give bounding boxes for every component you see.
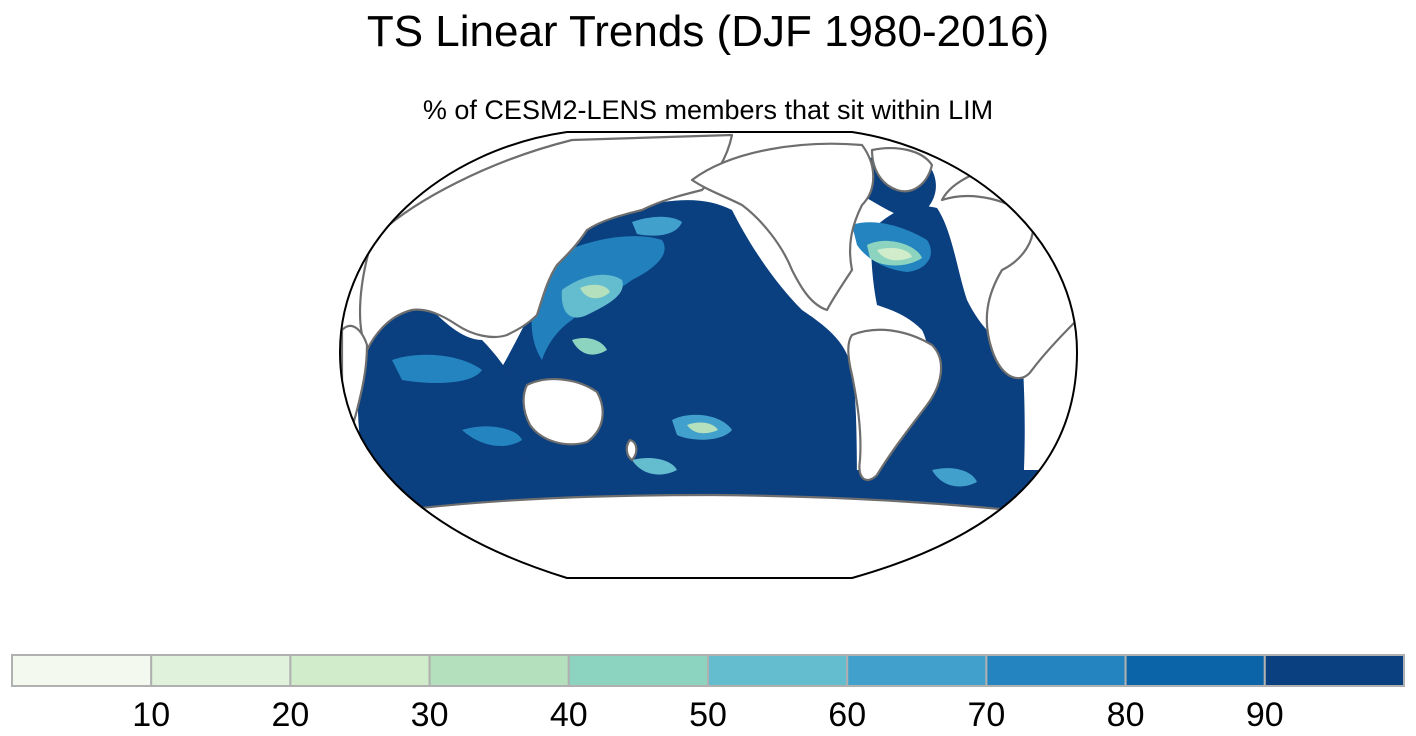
colorbar-swatch-9 (1124, 654, 1266, 687)
colorbar-swatch-6 (707, 654, 849, 687)
colorbar: 10 20 30 40 50 60 70 80 90 (11, 654, 1406, 734)
map-subtitle: % of CESM2-LENS members that sit within … (422, 95, 994, 125)
colorbar-tick-label: 40 (550, 696, 588, 734)
map-frame (338, 131, 1079, 579)
colorbar-swatch-5 (567, 654, 709, 687)
colorbar-tick-label: 80 (1107, 696, 1145, 734)
coastlines (340, 133, 1077, 578)
robinson-map (338, 131, 1079, 579)
colorbar-swatch-1 (11, 654, 153, 687)
colorbar-tick-label: 30 (411, 696, 449, 734)
map-title: TS Linear Trends (DJF 1980-2016) (366, 7, 1050, 56)
colorbar-swatch-2 (150, 654, 292, 687)
colorbar-tick-label: 90 (1246, 696, 1284, 734)
colorbar-swatch-3 (289, 654, 431, 687)
colorbar-swatch-8 (985, 654, 1127, 687)
colorbar-swatch-4 (428, 654, 570, 687)
trend-patches (392, 216, 977, 487)
colorbar-swatch-10 (1263, 654, 1406, 687)
colorbar-tick-label: 20 (271, 696, 309, 734)
colorbar-tick-label: 60 (828, 696, 866, 734)
colorbar-tick-label: 50 (689, 696, 727, 734)
colorbar-tick-label: 10 (132, 696, 170, 734)
colorbar-swatch-7 (846, 654, 988, 687)
colorbar-tick-label: 70 (967, 696, 1005, 734)
